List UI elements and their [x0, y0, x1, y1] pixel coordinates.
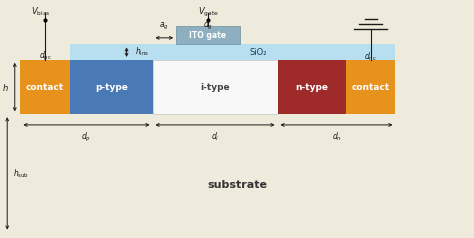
Text: $h_\mathrm{sub}$: $h_\mathrm{sub}$ — [13, 167, 29, 180]
Bar — [70, 60, 153, 114]
Text: SiO₂: SiO₂ — [250, 48, 267, 57]
Text: contact: contact — [26, 83, 64, 92]
Text: i-type: i-type — [200, 83, 230, 92]
Text: $a_g$: $a_g$ — [159, 21, 169, 32]
Text: $V_\mathrm{gate}$: $V_\mathrm{gate}$ — [198, 5, 219, 19]
Text: $d_p$: $d_p$ — [82, 131, 91, 144]
Bar — [278, 60, 346, 114]
Text: $h$: $h$ — [2, 82, 9, 93]
Text: n-type: n-type — [295, 83, 328, 92]
Text: $d_\mathrm{pc}$: $d_\mathrm{pc}$ — [39, 50, 52, 63]
Text: $d_\mathrm{nc}$: $d_\mathrm{nc}$ — [365, 51, 377, 63]
Bar — [20, 60, 70, 114]
Bar — [153, 60, 278, 114]
Text: $d_g$: $d_g$ — [203, 19, 213, 32]
Text: $d_n$: $d_n$ — [331, 131, 341, 143]
Text: $V_\mathrm{bias}$: $V_\mathrm{bias}$ — [31, 5, 50, 18]
Text: $d_i$: $d_i$ — [211, 131, 219, 143]
Text: ITO gate: ITO gate — [190, 30, 227, 40]
Text: contact: contact — [352, 83, 390, 92]
Text: $h_\mathrm{ins}$: $h_\mathrm{ins}$ — [135, 46, 149, 58]
Text: substrate: substrate — [208, 180, 267, 190]
Bar — [176, 25, 240, 45]
Bar — [346, 60, 395, 114]
Text: p-type: p-type — [95, 83, 128, 92]
Bar — [70, 45, 395, 60]
